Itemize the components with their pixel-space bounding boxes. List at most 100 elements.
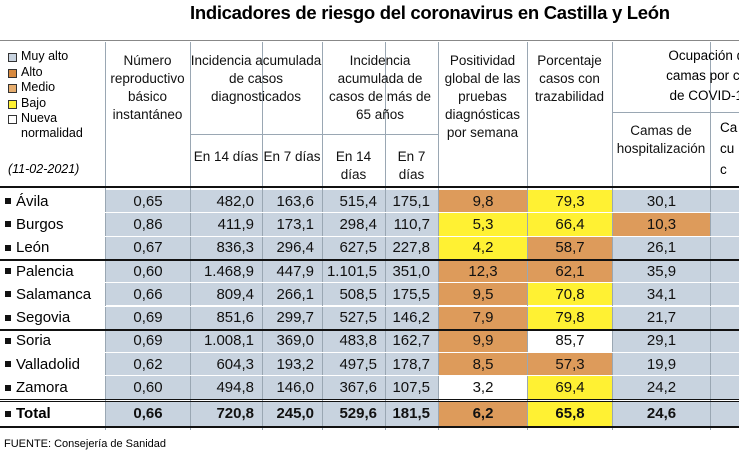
cell: 515,4: [323, 190, 385, 213]
cell: 0,66: [106, 283, 190, 306]
cell: 604,3: [191, 353, 262, 376]
row-name: Total: [16, 405, 51, 423]
legend-label: Bajo: [21, 95, 47, 110]
row-name: León: [16, 239, 50, 257]
row-line: [105, 235, 739, 237]
row-line: [105, 212, 739, 214]
cell: 0,67: [106, 236, 190, 259]
cell: 6,2: [439, 401, 527, 426]
cell: 836,3: [191, 236, 262, 259]
row-line: [105, 305, 739, 307]
cell: 1.468,9: [191, 259, 262, 283]
cell-cut: [711, 376, 739, 399]
rule: [0, 425, 739, 428]
cell: 494,8: [191, 376, 262, 399]
cell: 173,1: [263, 213, 322, 236]
header-incidence65: Incidencia acumulada de casos de más de …: [328, 53, 432, 122]
cell-cut: [711, 213, 739, 236]
cell: 527,5: [323, 306, 385, 329]
rule: [0, 398, 739, 400]
cell: 9,9: [439, 329, 527, 353]
cell: 3,2: [439, 376, 527, 399]
header-occupancy: Ocupación de: [668, 48, 739, 63]
cell: 181,5: [386, 401, 438, 426]
row-bullet: [5, 361, 11, 368]
header-occupancy: camas por cas: [666, 68, 739, 83]
cell: 175,1: [386, 190, 438, 213]
cell: 369,0: [263, 329, 322, 353]
cell: 8,5: [439, 353, 527, 376]
cell: 26,1: [613, 236, 710, 259]
row-bullet: [5, 314, 11, 321]
cell: 34,1: [613, 283, 710, 306]
cell: 146,0: [263, 376, 322, 399]
legend-label: Muy alto: [21, 49, 69, 63]
cell: 351,0: [386, 259, 438, 283]
row-name: Zamora: [16, 379, 68, 397]
cell: 9,5: [439, 283, 527, 306]
cell: 79,8: [528, 306, 612, 329]
header-beds: Camas de hospitalización: [616, 123, 706, 156]
cell-cut: [711, 283, 739, 306]
cell: 720,8: [191, 401, 262, 426]
legend-swatch: [8, 84, 17, 93]
cell: 227,8: [386, 236, 438, 259]
header-top-line: [0, 40, 739, 41]
legend-date: (11-02-2021): [8, 162, 80, 176]
row-bullet: [5, 198, 11, 205]
rule: [0, 186, 739, 188]
legend-swatch: [8, 115, 17, 124]
header-separator: [612, 112, 739, 113]
cell: 0,65: [106, 190, 190, 213]
cell: 0,69: [106, 329, 190, 353]
cell-cut: [711, 401, 739, 426]
cell-cut: [711, 259, 739, 283]
header-separator: [190, 134, 438, 135]
header-days: En 7 días: [397, 149, 426, 182]
cell: 851,6: [191, 306, 262, 329]
cell: 24,6: [613, 401, 710, 426]
cell: 508,5: [323, 283, 385, 306]
row-name: Burgos: [16, 215, 64, 233]
cell: 58,7: [528, 236, 612, 259]
cell: 21,7: [613, 306, 710, 329]
cell-cut: [711, 353, 739, 376]
cell: 298,4: [323, 213, 385, 236]
title: Indicadores de riesgo del coronavirus en…: [190, 2, 670, 23]
cell: 482,0: [191, 190, 262, 213]
header-days: En 14 días: [335, 149, 372, 182]
row-name: Segovia: [16, 309, 71, 327]
row-name: Salamanca: [16, 285, 92, 303]
cell: 146,2: [386, 306, 438, 329]
cell: 162,7: [386, 329, 438, 353]
legend-swatch: [8, 68, 17, 78]
cell: 107,5: [386, 376, 438, 399]
rule: [0, 400, 739, 402]
cell: 266,1: [263, 283, 322, 306]
cell: 110,7: [386, 213, 438, 236]
cell: 0,60: [106, 259, 190, 283]
cell: 296,4: [263, 236, 322, 259]
cell: 4,2: [439, 236, 527, 259]
cell-cut: [711, 306, 739, 329]
header-cut: cu: [720, 141, 735, 156]
row-bullet: [5, 337, 11, 344]
cell: 70,8: [528, 283, 612, 306]
cell: 85,7: [528, 329, 612, 353]
cell: 627,5: [323, 236, 385, 259]
cell: 483,8: [323, 329, 385, 353]
source: FUENTE: Consejería de Sanidad: [4, 438, 167, 450]
cell: 0,69: [106, 306, 190, 329]
cell: 10,3: [613, 213, 710, 236]
cell: 0,60: [106, 376, 190, 399]
rule: [0, 328, 739, 331]
row-bullet: [5, 268, 11, 275]
header-traceability: Porcentaje casos con trazabilidad: [534, 53, 605, 104]
row-name: Soria: [16, 332, 52, 350]
legend-swatch: [8, 53, 17, 62]
header-cut: Ca: [720, 120, 738, 135]
row-bullet: [5, 384, 11, 391]
row-bullet: [5, 221, 11, 228]
header-days: En 14 días: [193, 149, 259, 164]
